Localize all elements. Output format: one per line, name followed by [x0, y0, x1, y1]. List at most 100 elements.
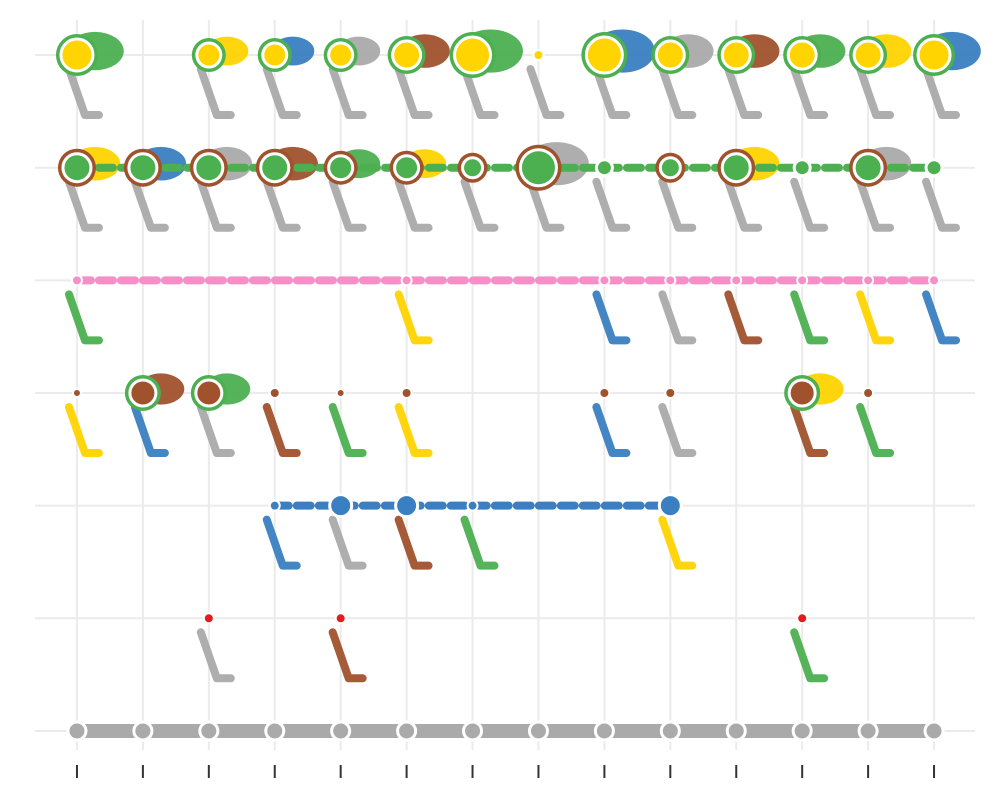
- node: [852, 39, 884, 71]
- glyph-stroke: [328, 515, 367, 570]
- glyph-stroke: [658, 65, 697, 120]
- glyph-stroke: [460, 177, 499, 232]
- node: [327, 154, 355, 182]
- node: [132, 720, 154, 742]
- node: [796, 274, 809, 287]
- glyph-stroke: [262, 515, 301, 570]
- glyph-stroke: [592, 403, 631, 457]
- glyph-stroke: [790, 628, 829, 683]
- node: [924, 158, 944, 178]
- glyph-stroke: [526, 177, 565, 232]
- nodes: [55, 32, 956, 742]
- node: [654, 39, 686, 71]
- node: [461, 156, 485, 180]
- node: [261, 41, 289, 69]
- node: [194, 378, 224, 408]
- glyph-stroke: [262, 403, 301, 457]
- node: [593, 720, 615, 742]
- glyph-stroke: [394, 403, 433, 457]
- node: [268, 499, 281, 512]
- glyph-stroke: [394, 65, 433, 120]
- glyph-stroke: [394, 290, 433, 345]
- node: [664, 387, 677, 399]
- glyph-stroke: [64, 177, 103, 232]
- glyph-stroke: [658, 290, 697, 345]
- node: [518, 148, 558, 188]
- glyph-stroke: [196, 628, 235, 683]
- glyph-stroke: [856, 403, 895, 457]
- glyph-stroke: [526, 65, 565, 120]
- glyph-stroke: [130, 403, 169, 457]
- node: [657, 493, 683, 519]
- node: [786, 39, 818, 71]
- glyph-stroke: [328, 403, 367, 457]
- node: [59, 37, 95, 73]
- node: [791, 720, 813, 742]
- glyph-stroke: [328, 65, 367, 120]
- glyph-stroke: [460, 515, 499, 570]
- node: [532, 49, 545, 62]
- glyph-stroke: [592, 177, 631, 232]
- node: [594, 158, 614, 178]
- node: [268, 387, 281, 399]
- node: [391, 39, 423, 71]
- glyph-stroke: [394, 515, 433, 570]
- node: [659, 720, 681, 742]
- glyph-stroke: [922, 177, 961, 232]
- node: [328, 493, 354, 519]
- node: [61, 152, 93, 184]
- node: [396, 720, 418, 742]
- glyph-stroke: [856, 290, 895, 345]
- node: [857, 720, 879, 742]
- node: [462, 720, 484, 742]
- node: [598, 274, 611, 287]
- node: [852, 152, 884, 184]
- glyph-stroke: [790, 290, 829, 345]
- glyph-stroke: [196, 177, 235, 232]
- glyph-stroke: [658, 177, 697, 232]
- node: [334, 612, 347, 625]
- node: [730, 274, 743, 287]
- glyph-stroke: [856, 177, 895, 232]
- node: [466, 499, 479, 512]
- glyph-stroke: [196, 403, 235, 457]
- node: [928, 274, 941, 287]
- glyph-stroke: [922, 65, 961, 120]
- node: [393, 154, 421, 182]
- glyph-stroke: [262, 177, 301, 232]
- glyph-stroke: [64, 65, 103, 120]
- node: [658, 156, 682, 180]
- node: [453, 35, 493, 75]
- node: [264, 720, 286, 742]
- glyph-stroke: [262, 65, 301, 120]
- node: [923, 720, 945, 742]
- node: [598, 387, 611, 399]
- node: [584, 35, 624, 75]
- node: [330, 720, 352, 742]
- glyph-stroke: [64, 290, 103, 345]
- glyph-stroke: [790, 403, 829, 457]
- node: [916, 37, 952, 73]
- node: [198, 720, 220, 742]
- glyph-stroke: [724, 290, 763, 345]
- glyph-stroke: [64, 403, 103, 457]
- glyph-stroke: [724, 177, 763, 232]
- glyph-stroke: [394, 177, 433, 232]
- node: [128, 378, 158, 408]
- node: [127, 152, 159, 184]
- glyph-stroke: [724, 65, 763, 120]
- glyph-stroke: [658, 515, 697, 570]
- node: [400, 387, 413, 399]
- node: [71, 388, 82, 398]
- glyph-stroke: [130, 177, 169, 232]
- node: [725, 720, 747, 742]
- node: [720, 152, 752, 184]
- glyph-stroke: [790, 65, 829, 120]
- node: [394, 493, 420, 519]
- node: [327, 41, 355, 69]
- node: [195, 41, 223, 69]
- glyph-stroke: [592, 290, 631, 345]
- glyph-stroke: [328, 628, 367, 683]
- glyph-stroke: [196, 65, 235, 120]
